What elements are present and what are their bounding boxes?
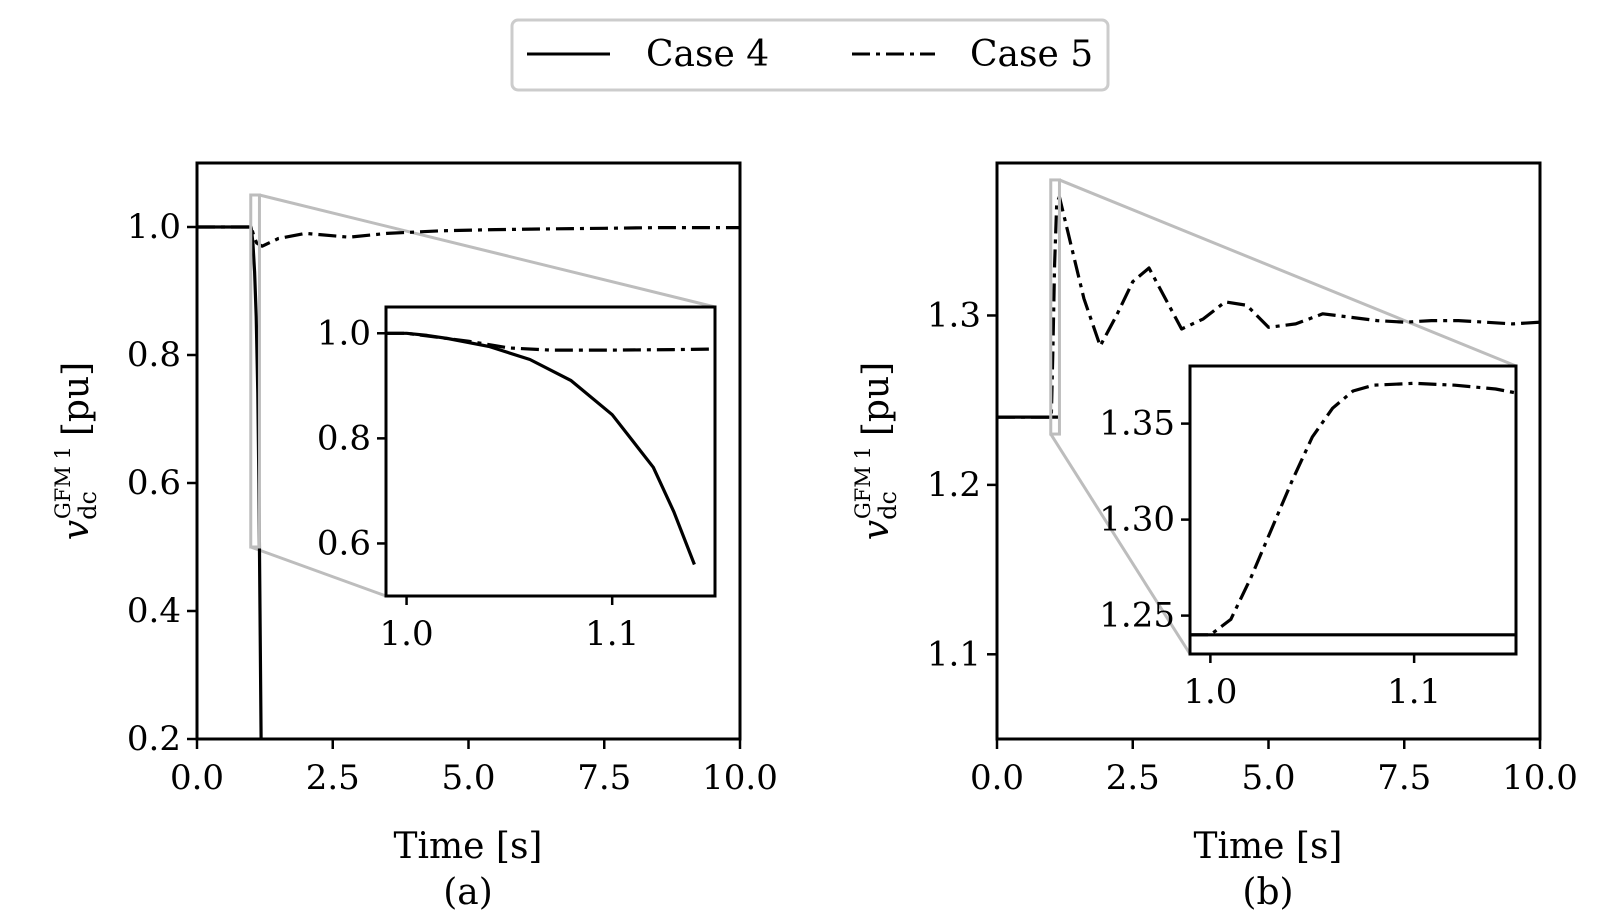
panel-a: 0.0 2.5 5.0 7.5 10.0 0.2 0.4 0.6 0.8 1.0 1.0 1.1 0… — [51, 161, 778, 913]
main-y-tick-label: 1.1 — [927, 634, 981, 674]
y-axis-symbol: v — [56, 520, 97, 540]
main-x-tick-label: 0.0 — [970, 758, 1024, 798]
main-x-tick-label: 10.0 — [1502, 758, 1578, 798]
main-x-tick-label: 7.5 — [577, 758, 631, 798]
main-y-tick-label: 1.3 — [927, 295, 981, 335]
y-axis-label: vdcGFM 1 [pu] — [51, 362, 102, 540]
y-axis-superscript: GFM 1 — [851, 446, 875, 519]
y-axis-subscript: dc — [874, 491, 902, 520]
inset-y-ticks: 0.6 0.8 1.0 — [317, 313, 386, 563]
zoom-region-box — [249, 193, 261, 549]
x-axis-label: Time [s] — [394, 826, 543, 867]
inset-y-tick-label: 1.0 — [317, 313, 371, 353]
main-series-case5 — [997, 195, 1540, 419]
inset-series-case5 — [1190, 381, 1516, 637]
zoom-connector — [1049, 433, 1192, 655]
inset-background — [386, 307, 715, 596]
y-axis-symbol: v — [856, 520, 897, 540]
legend: Case 4 Case 5 — [510, 18, 1110, 92]
y-axis-superscript: GFM 1 — [51, 446, 75, 519]
main-y-tick-label: 0.6 — [127, 463, 181, 503]
inset-y-tick-label: 1.30 — [1099, 500, 1175, 540]
inset-y-tick-label: 0.6 — [317, 523, 371, 563]
zoom-connector — [259, 193, 716, 309]
inset-frame — [1188, 364, 1518, 656]
main-x-tick-label: 5.0 — [1241, 758, 1295, 798]
inset-frame — [384, 305, 717, 598]
y-axis-unit: [pu] — [56, 362, 97, 436]
inset-series-case5 — [386, 331, 715, 352]
x-axis-label: Time [s] — [1194, 826, 1343, 867]
inset-x-ticks: 1.0 1.1 — [380, 596, 639, 654]
panel-label-b: (b) — [1242, 872, 1293, 913]
zoom-connector — [1058, 178, 1517, 368]
svg-text:vdcGFM 1[pu]: vdcGFM 1 [pu] — [851, 362, 902, 540]
main-y-tick-label: 1.2 — [927, 465, 981, 505]
y-axis-label: vdcGFM 1 [pu] — [851, 362, 902, 540]
inset-x-tick-label: 1.1 — [585, 614, 639, 654]
main-y-tick-label: 0.8 — [127, 335, 181, 375]
main-series-case5 — [197, 225, 740, 248]
legend-frame — [510, 18, 1110, 92]
inset-y-tick-label: 1.35 — [1099, 404, 1175, 444]
zoom-region-box — [1049, 178, 1061, 436]
main-x-tick-label: 7.5 — [1377, 758, 1431, 798]
inset-x-tick-label: 1.0 — [380, 614, 434, 654]
legend-label-case4: Case 4 — [646, 34, 769, 75]
inset-x-ticks: 1.0 1.1 — [1183, 654, 1441, 712]
inset-y-ticks: 1.25 1.30 1.35 — [1099, 404, 1190, 636]
main-x-tick-label: 10.0 — [702, 758, 778, 798]
main-y-tick-label: 0.2 — [127, 719, 181, 759]
inset-y-tick-label: 1.25 — [1099, 596, 1175, 636]
inset-background — [1190, 366, 1516, 654]
y-axis-unit: [pu] — [856, 362, 897, 436]
main-y-tick-label: 1.0 — [127, 207, 181, 247]
panel-b: 0.0 2.5 5.0 7.5 10.0 1.1 1.2 1.3 1.0 1.1 1.25 1.3… — [851, 161, 1578, 913]
main-x-tick-label: 2.5 — [1106, 758, 1160, 798]
y-axis-subscript: dc — [74, 491, 102, 520]
main-x-tick-label: 0.0 — [170, 758, 224, 798]
main-x-tick-label: 2.5 — [306, 758, 360, 798]
inset-x-tick-label: 1.1 — [1387, 672, 1441, 712]
zoom-connector — [250, 545, 387, 598]
svg-text:vdcGFM 1[pu]: vdcGFM 1 [pu] — [51, 362, 102, 540]
inset-y-tick-label: 0.8 — [317, 418, 371, 458]
inset-x-tick-label: 1.0 — [1183, 672, 1237, 712]
legend-label-case5: Case 5 — [970, 34, 1093, 75]
main-y-tick-label: 0.4 — [127, 591, 181, 631]
main-x-tick-label: 5.0 — [441, 758, 495, 798]
panel-label-a: (a) — [443, 872, 493, 913]
